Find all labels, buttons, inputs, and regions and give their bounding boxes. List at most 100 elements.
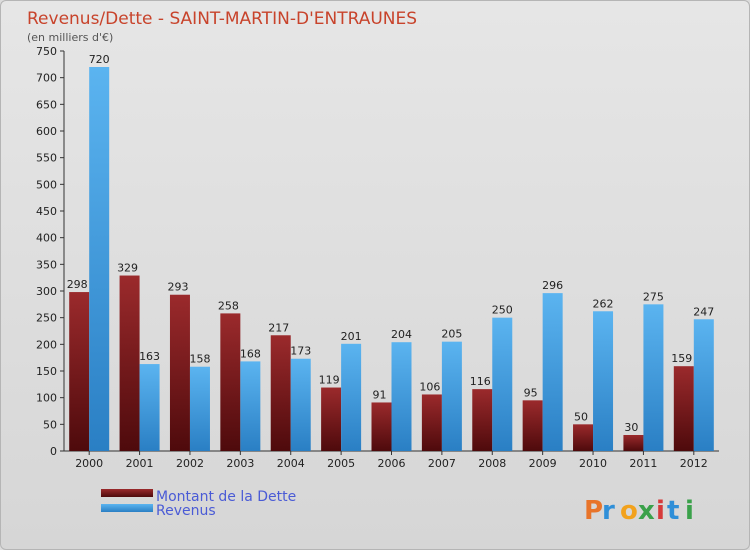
x-tick-label: 2009 bbox=[529, 457, 557, 470]
legend-swatch-debt bbox=[101, 489, 153, 497]
y-tick-label: 450 bbox=[36, 205, 57, 218]
bar-dette bbox=[119, 275, 140, 451]
bar-dette bbox=[673, 366, 694, 451]
y-tick-label: 200 bbox=[36, 338, 57, 351]
data-label-dette: 95 bbox=[524, 386, 538, 399]
y-tick-label: 350 bbox=[36, 258, 57, 271]
y-tick-label: 550 bbox=[36, 152, 57, 165]
bar-dette bbox=[69, 292, 90, 451]
data-label-dette: 30 bbox=[624, 421, 638, 434]
legend-label-debt: Montant de la Dette bbox=[156, 489, 296, 505]
logo-letter: r bbox=[602, 496, 615, 526]
chart-title: Revenus/Dette - SAINT-MARTIN-D'ENTRAUNES bbox=[27, 9, 417, 29]
x-tick-label: 2006 bbox=[378, 457, 406, 470]
y-tick-label: 700 bbox=[36, 72, 57, 85]
chart-subtitle: (en milliers d'€) bbox=[27, 31, 113, 44]
data-label-revenus: 204 bbox=[391, 328, 412, 341]
bar-revenus bbox=[643, 304, 664, 451]
data-label-revenus: 158 bbox=[189, 353, 210, 366]
data-label-dette: 106 bbox=[419, 380, 440, 393]
bar-dette bbox=[169, 294, 190, 451]
bar-dette bbox=[270, 335, 291, 451]
bar-revenus bbox=[341, 343, 362, 451]
data-label-dette: 258 bbox=[218, 299, 239, 312]
axes: 0501001502002503003504004505005506006507… bbox=[36, 45, 719, 470]
data-label-dette: 91 bbox=[373, 388, 387, 401]
data-label-revenus: 247 bbox=[693, 305, 714, 318]
y-tick-label: 300 bbox=[36, 285, 57, 298]
bar-revenus bbox=[492, 317, 513, 451]
legend-swatch-revenus bbox=[101, 504, 153, 512]
logo-letter: P bbox=[584, 496, 603, 526]
logo-letter: o bbox=[620, 496, 638, 526]
data-label-revenus: 250 bbox=[492, 304, 513, 317]
logo-letter: t bbox=[667, 496, 679, 526]
data-label-dette: 293 bbox=[167, 281, 188, 294]
x-tick-label: 2000 bbox=[75, 457, 103, 470]
bar-dette bbox=[623, 435, 644, 451]
proxiti-logo: Pr o x i t i bbox=[584, 496, 694, 526]
y-tick-label: 500 bbox=[36, 178, 57, 191]
y-tick-label: 100 bbox=[36, 392, 57, 405]
data-label-dette: 217 bbox=[268, 321, 289, 334]
data-label-revenus: 173 bbox=[290, 345, 311, 358]
bar-revenus bbox=[189, 366, 210, 451]
bar-dette bbox=[573, 424, 594, 451]
x-tick-label: 2007 bbox=[428, 457, 456, 470]
x-tick-label: 2003 bbox=[226, 457, 254, 470]
y-tick-label: 400 bbox=[36, 232, 57, 245]
bar-revenus bbox=[240, 361, 261, 451]
data-label-dette: 50 bbox=[574, 410, 588, 423]
x-tick-label: 2008 bbox=[478, 457, 506, 470]
logo-letter: x bbox=[638, 496, 655, 526]
data-label-dette: 116 bbox=[470, 375, 491, 388]
data-label-revenus: 205 bbox=[441, 328, 462, 341]
y-tick-label: 50 bbox=[43, 418, 57, 431]
bar-dette bbox=[371, 402, 392, 451]
bar-dette bbox=[421, 394, 442, 451]
legend: Montant de la Dette Revenus bbox=[101, 489, 296, 519]
y-tick-label: 750 bbox=[36, 45, 57, 58]
x-tick-label: 2005 bbox=[327, 457, 355, 470]
data-label-dette: 298 bbox=[67, 278, 88, 291]
data-label-revenus: 168 bbox=[240, 347, 261, 360]
y-tick-label: 150 bbox=[36, 365, 57, 378]
x-tick-label: 2010 bbox=[579, 457, 607, 470]
logo-letter: i bbox=[656, 496, 665, 526]
bar-revenus bbox=[89, 67, 110, 451]
data-label-revenus: 720 bbox=[89, 53, 110, 66]
bar-revenus bbox=[391, 342, 412, 451]
x-tick-label: 2011 bbox=[629, 457, 657, 470]
bar-revenus bbox=[139, 364, 160, 451]
legend-label-revenus: Revenus bbox=[156, 503, 216, 519]
data-label-revenus: 296 bbox=[542, 279, 563, 292]
y-tick-label: 650 bbox=[36, 98, 57, 111]
logo-letter: i bbox=[685, 496, 694, 526]
y-tick-label: 250 bbox=[36, 312, 57, 325]
x-tick-label: 2012 bbox=[680, 457, 708, 470]
data-label-dette: 159 bbox=[671, 352, 692, 365]
bar-revenus bbox=[593, 311, 614, 451]
bar-revenus bbox=[542, 293, 563, 451]
bar-dette bbox=[472, 389, 493, 451]
y-tick-label: 0 bbox=[50, 445, 57, 458]
data-label-revenus: 201 bbox=[341, 330, 362, 343]
x-tick-label: 2001 bbox=[126, 457, 154, 470]
bar-dette bbox=[321, 387, 342, 451]
data-label-revenus: 163 bbox=[139, 350, 160, 363]
y-tick-label: 600 bbox=[36, 125, 57, 138]
x-tick-label: 2004 bbox=[277, 457, 305, 470]
x-tick-label: 2002 bbox=[176, 457, 204, 470]
bar-revenus bbox=[693, 319, 714, 451]
bars bbox=[69, 67, 714, 451]
data-label-revenus: 262 bbox=[593, 297, 614, 310]
data-label-revenus: 275 bbox=[643, 290, 664, 303]
bar-revenus bbox=[290, 358, 311, 451]
bar-dette bbox=[220, 313, 241, 451]
data-label-dette: 329 bbox=[117, 262, 138, 275]
bar-revenus bbox=[441, 341, 462, 451]
bar-dette bbox=[522, 400, 543, 451]
